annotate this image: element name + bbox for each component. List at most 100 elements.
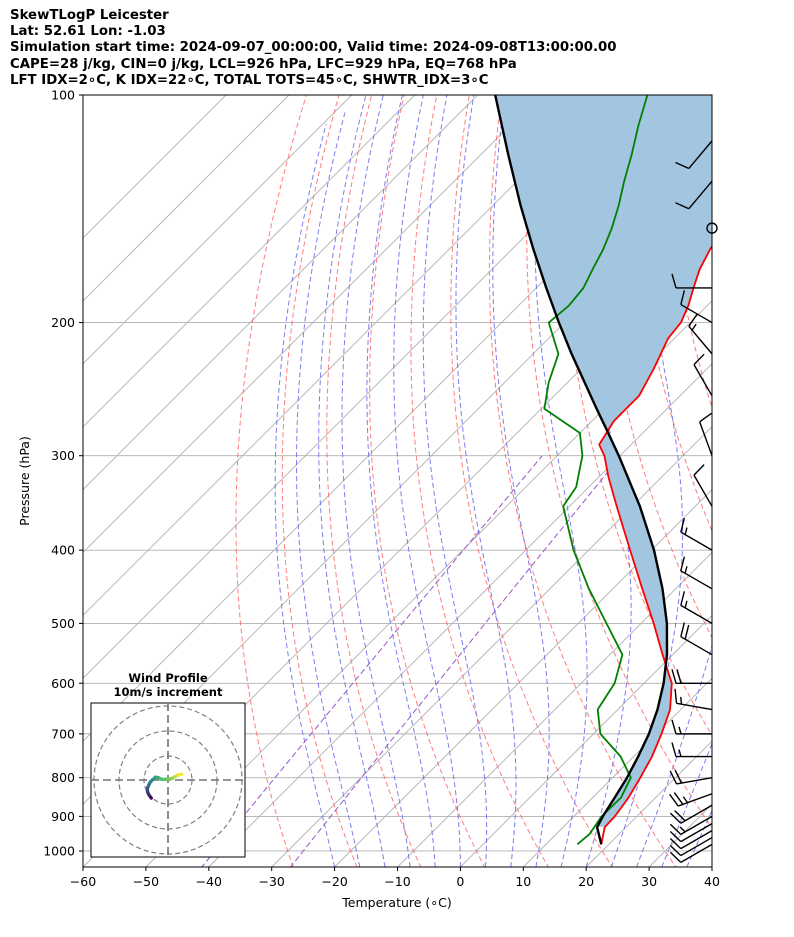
wind-barb-flag xyxy=(675,161,690,170)
wind-barb-half-flag xyxy=(678,749,682,757)
y-tick-label: 500 xyxy=(51,616,75,631)
isotherm-line xyxy=(333,488,712,867)
y-tick-label: 100 xyxy=(51,88,75,103)
moist-adiabat-line xyxy=(711,865,712,867)
wind-barb-flag xyxy=(669,838,682,850)
y-tick-label: 700 xyxy=(51,726,75,741)
wind-barb xyxy=(674,688,713,711)
x-tick-label: 20 xyxy=(578,874,594,889)
wind-barb xyxy=(669,822,713,843)
x-tick-label: −20 xyxy=(321,874,347,889)
wind-barb-flag xyxy=(669,844,682,857)
parcel-line xyxy=(494,95,669,845)
dry-adiabat-line xyxy=(235,95,307,867)
wind-barb-flag xyxy=(676,669,682,684)
x-tick-label: 40 xyxy=(704,874,720,889)
wind-barb-staff xyxy=(680,822,713,843)
y-tick-label: 400 xyxy=(51,543,75,558)
y-tick-label: 900 xyxy=(51,809,75,824)
wind-barb-flag xyxy=(671,669,677,684)
mixing-ratio-line xyxy=(201,455,543,867)
wind-barb-staff xyxy=(677,793,713,807)
isotherm-line xyxy=(83,95,290,302)
cape-shaded-area xyxy=(495,95,712,827)
moist-adiabat-line xyxy=(341,95,411,867)
dry-adiabat-line xyxy=(369,95,486,867)
dry-adiabat-line xyxy=(410,95,549,867)
isotherm-line xyxy=(83,95,353,365)
dry-adiabat-line xyxy=(281,95,358,867)
wind-barb-flag xyxy=(680,622,686,637)
wind-barb-flag xyxy=(680,591,686,606)
dry-adiabat-line xyxy=(326,95,422,867)
wind-barb-calm-circle xyxy=(706,222,718,234)
wind-barb-flag xyxy=(675,202,690,210)
temperature-line xyxy=(598,245,712,845)
dewpoint-line xyxy=(543,95,649,845)
wind-barb-flag xyxy=(674,810,686,822)
wind-barb-staff xyxy=(680,843,713,863)
wind-barb-flag xyxy=(669,851,682,863)
isotherm-line xyxy=(83,95,605,617)
wind-barb-staff xyxy=(676,777,713,785)
wind-barb xyxy=(699,412,713,456)
isotherm-line xyxy=(271,426,712,867)
wind-barb-staff xyxy=(680,804,713,824)
wind-barb-flag xyxy=(671,719,677,735)
isotherm-line xyxy=(760,78,794,882)
x-tick-label: −30 xyxy=(259,874,285,889)
moist-adiabat-line xyxy=(455,95,517,867)
wind-barb-flag xyxy=(680,517,686,533)
wind-barb xyxy=(680,517,713,551)
wind-barb xyxy=(675,140,713,170)
wind-barb-flag xyxy=(669,823,682,835)
wind-barb xyxy=(669,792,713,807)
hodograph-plot xyxy=(91,703,245,857)
wind-barb xyxy=(669,843,713,863)
wind-barb xyxy=(680,556,713,590)
y-tick-label: 600 xyxy=(51,676,75,691)
x-tick-label: 0 xyxy=(456,874,464,889)
isotherm-line xyxy=(585,740,712,867)
dry-adiabat-line xyxy=(450,95,613,867)
hodograph-title: Wind Profile xyxy=(128,671,208,685)
wind-barb-flag xyxy=(673,792,684,805)
wind-barb xyxy=(669,830,713,850)
moist-adiabat-line xyxy=(492,95,550,867)
moist-adiabat-line xyxy=(318,95,386,867)
wind-barb-flag xyxy=(671,273,677,289)
wind-barb-flag xyxy=(680,556,686,571)
wind-barb-flag xyxy=(671,742,677,757)
y-tick-label: 200 xyxy=(51,315,75,330)
x-tick-label: 30 xyxy=(641,874,657,889)
wind-barb xyxy=(671,273,712,289)
moist-adiabat-line xyxy=(274,124,336,867)
moist-adiabat-line xyxy=(393,95,461,867)
wind-barb xyxy=(680,290,713,324)
wind-barb xyxy=(680,622,713,656)
y-tick-label: 800 xyxy=(51,770,75,785)
wind-barb-flag xyxy=(674,769,683,784)
wind-barb xyxy=(669,815,713,835)
wind-barb-staff xyxy=(699,421,713,456)
wind-barb-staff xyxy=(680,303,713,324)
dry-adiabat-line xyxy=(761,78,794,882)
isotherm-line xyxy=(145,300,712,867)
wind-barb-staff xyxy=(693,474,713,507)
x-tick-label: −50 xyxy=(133,874,159,889)
isotherm-line xyxy=(83,95,479,491)
dry-adiabat-line xyxy=(597,95,712,639)
moist-adiabat-line xyxy=(422,95,488,867)
wind-barb-staff xyxy=(676,702,713,711)
wind-barb-half-flag xyxy=(684,566,688,574)
isotherm-line xyxy=(83,95,227,239)
x-tick-label: −40 xyxy=(196,874,222,889)
wind-barb-flag xyxy=(669,770,678,785)
dry-adiabat-line xyxy=(729,78,794,882)
wind-barb xyxy=(671,719,712,735)
wind-barb-flag xyxy=(669,812,682,824)
moist-adiabat-line xyxy=(737,78,794,867)
wind-barb xyxy=(669,836,713,857)
wind-barb-half-flag xyxy=(691,323,697,331)
